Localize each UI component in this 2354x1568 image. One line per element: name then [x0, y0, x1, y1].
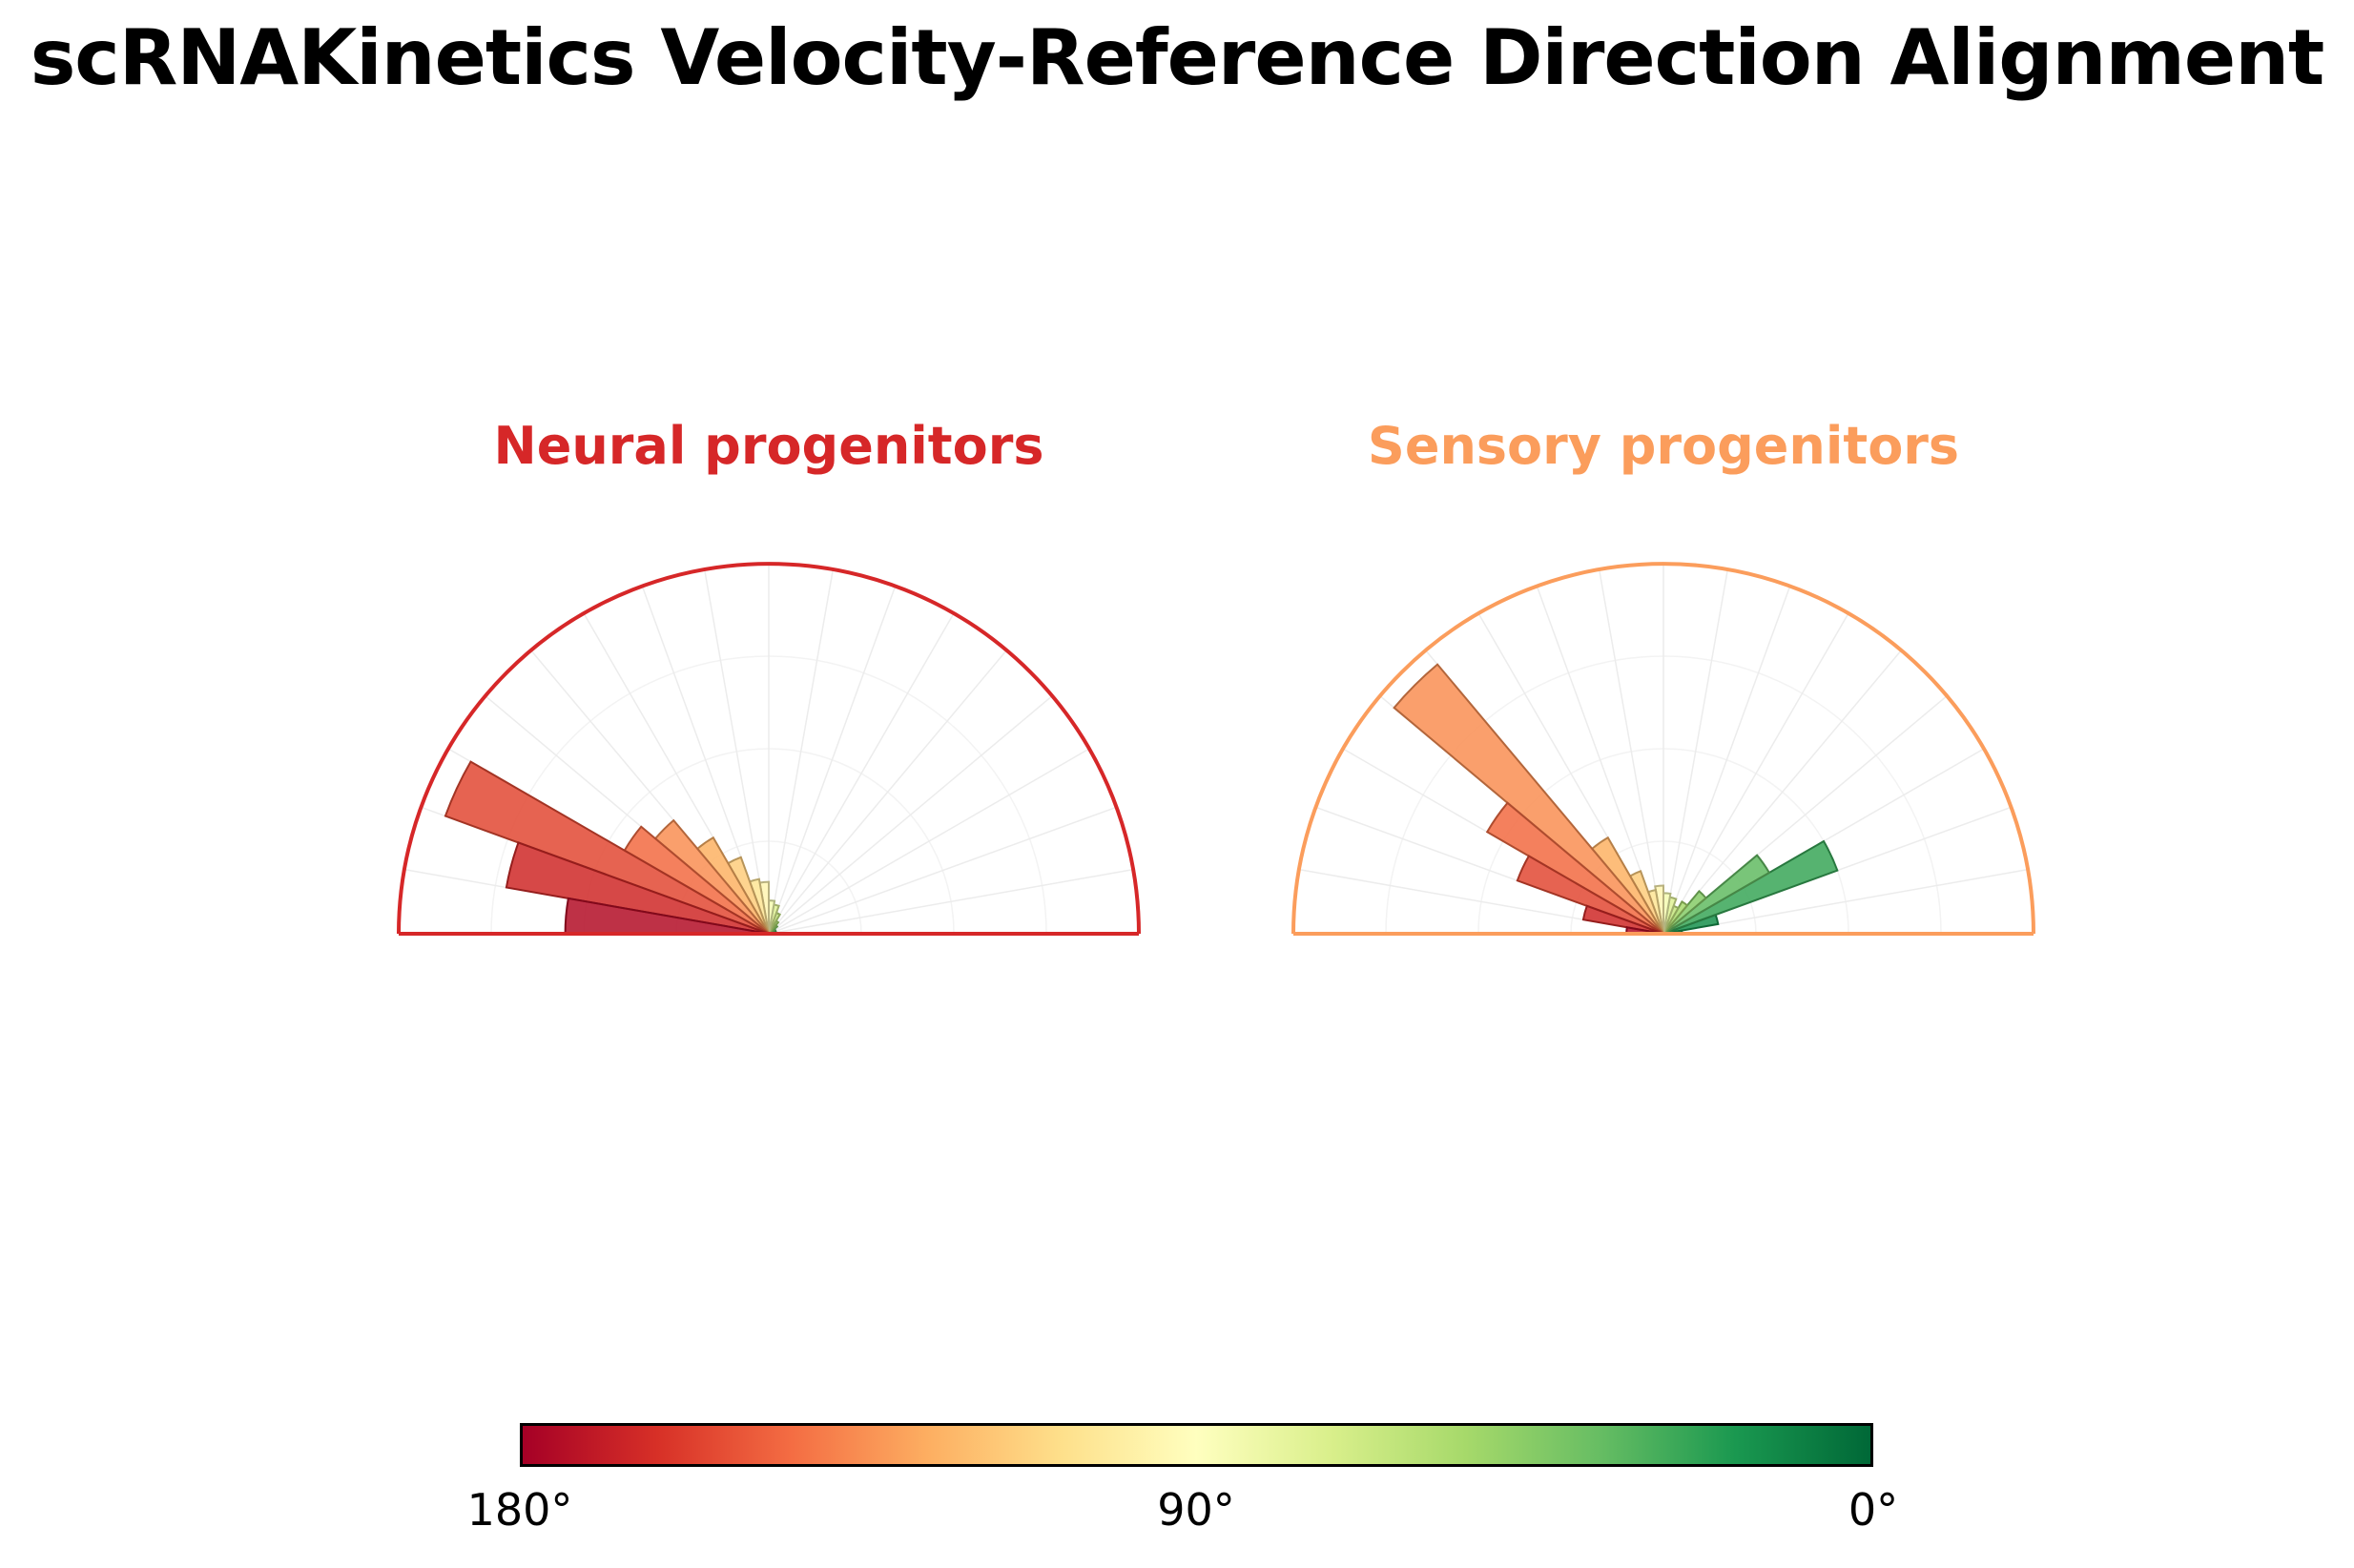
angle-colorbar — [520, 1423, 1873, 1467]
figure-title: scRNAKinetics Velocity-Reference Directi… — [30, 13, 2325, 102]
sensory-progenitors-rose-chart — [1291, 562, 2035, 936]
neural-progenitors-rose-chart — [397, 562, 1141, 936]
sensory-progenitors-title: Sensory progenitors — [1367, 416, 1960, 476]
colorbar-label-180deg: 180° — [466, 1484, 573, 1536]
neural-progenitors-title: Neural progenitors — [493, 416, 1044, 476]
colorbar-label-90deg: 90° — [1157, 1484, 1235, 1536]
colorbar-label-0deg: 0° — [1848, 1484, 1899, 1536]
